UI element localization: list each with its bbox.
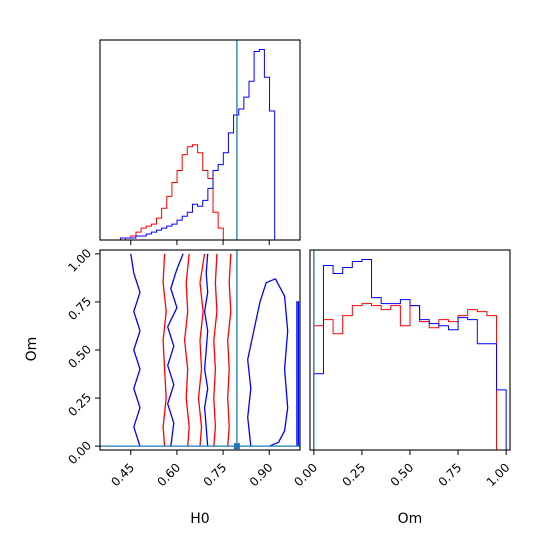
contour-series-b (203, 253, 209, 447)
om-hist-xtick-label: 0.00 (291, 460, 320, 489)
h0-hist-series-b (115, 49, 300, 240)
contour-xtick-label: 0.60 (154, 460, 183, 489)
contour-ytick-label: 0.50 (65, 342, 94, 371)
contour-xtick-label: 0.45 (108, 460, 137, 489)
contour-truth-marker (233, 443, 240, 450)
x-axis-label-om: Om (398, 511, 423, 527)
contour-series-a (162, 253, 167, 447)
contour-series-a (197, 253, 206, 447)
om-histogram-panel: 0.00 0.25 0.50 0.75 1.00 (291, 249, 513, 489)
contour-xtick-label: 0.90 (247, 460, 276, 489)
contour-ytick-label: 0.25 (65, 390, 94, 419)
contour-series-b (130, 253, 141, 447)
om-hist-xtick-label: 0.50 (388, 460, 417, 489)
contour-series-a (183, 253, 190, 447)
contour-series-b (167, 253, 184, 447)
contour-ytick-label: 0.75 (65, 294, 94, 323)
h0-histogram-panel (99, 39, 301, 245)
x-axis-label-h0: H0 (190, 511, 209, 527)
om-hist-xtick-label: 1.00 (484, 460, 513, 489)
om-hist-series-b (313, 259, 507, 450)
om-hist-series-a (313, 303, 507, 451)
om-hist-frame (309, 249, 511, 451)
contour-series-a (213, 253, 218, 447)
h0-om-contour-panel: 0.45 0.60 0.75 0.90 0.00 0.25 0.50 0.75 1.00 (65, 246, 301, 489)
h0-hist-frame (99, 39, 301, 241)
om-hist-xtick-label: 0.25 (339, 460, 368, 489)
h0-hist-series-a (115, 144, 300, 240)
contour-xtick-label: 0.75 (201, 460, 230, 489)
contour-ytick-label: 1.00 (65, 246, 94, 275)
contour-series-b (296, 301, 300, 447)
contour-series-a (227, 253, 232, 447)
y-axis-label-om: Om (24, 337, 40, 362)
contour-series-b (247, 278, 289, 447)
om-hist-xtick-label: 0.75 (436, 460, 465, 489)
contour-ytick-label: 0.00 (65, 438, 94, 467)
